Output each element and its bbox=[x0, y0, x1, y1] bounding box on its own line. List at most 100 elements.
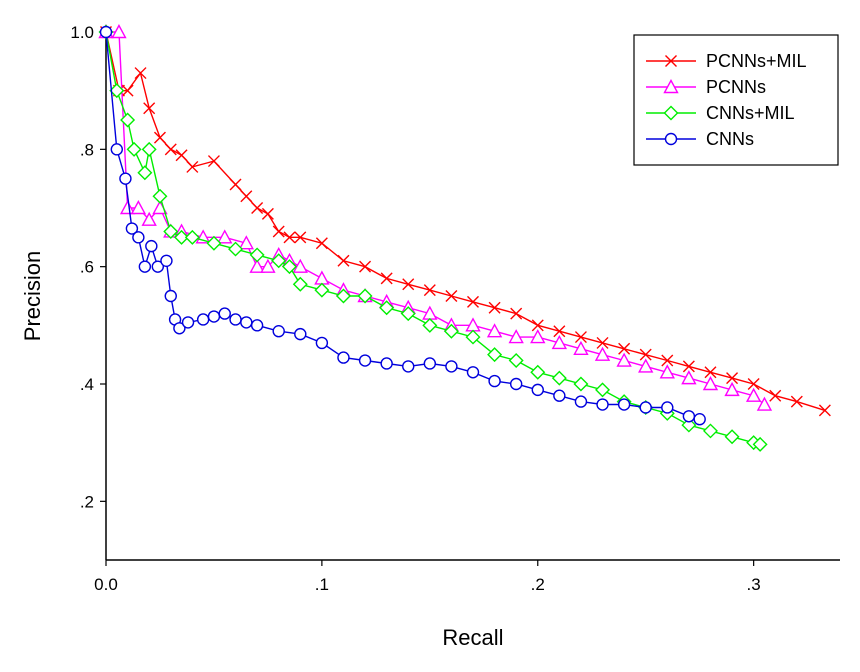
data-point-pcnns-mil bbox=[240, 190, 253, 203]
data-point-pcnns-mil bbox=[574, 331, 587, 344]
data-point-cnns bbox=[110, 143, 123, 156]
data-point-cnns bbox=[196, 313, 210, 326]
data-point-pcnns-mil bbox=[818, 404, 831, 417]
data-point-cnns bbox=[272, 325, 285, 338]
data-point-pcnns bbox=[238, 235, 254, 250]
data-point-pcnns-mil bbox=[121, 84, 134, 97]
data-point-cnns-mil bbox=[752, 436, 768, 452]
data-point-cnns-mil bbox=[137, 165, 153, 181]
data-point-pcnns bbox=[551, 334, 568, 350]
data-point-pcnns bbox=[260, 258, 276, 273]
data-point-pcnns bbox=[745, 387, 762, 402]
data-point-cnns-mil bbox=[400, 306, 416, 322]
data-point-pcnns bbox=[659, 364, 675, 379]
data-point-cnns-mil bbox=[228, 241, 244, 257]
data-point-cnns bbox=[181, 316, 195, 329]
data-point-cnns-mil bbox=[508, 353, 524, 369]
data-point-cnns bbox=[160, 254, 173, 267]
data-point-cnns bbox=[99, 25, 113, 39]
data-point-cnns-mil bbox=[184, 229, 200, 245]
legend-marker-pcnns-mil bbox=[665, 55, 677, 67]
series-layer bbox=[98, 24, 831, 452]
data-point-cnns-mil bbox=[595, 382, 611, 398]
data-point-cnns-mil bbox=[530, 364, 546, 380]
data-point-pcnns-mil bbox=[467, 295, 479, 308]
data-point-pcnns-mil bbox=[337, 254, 350, 267]
data-point-cnns bbox=[531, 383, 544, 397]
data-point-cnns bbox=[661, 401, 674, 414]
data-point-pcnns bbox=[217, 229, 233, 244]
data-point-pcnns bbox=[530, 329, 546, 344]
series-line-cnns bbox=[105, 31, 700, 420]
data-point-pcnns-mil bbox=[283, 231, 296, 244]
data-point-pcnns-mil bbox=[175, 149, 188, 162]
data-point-pcnns-mil bbox=[596, 336, 609, 349]
data-point-pcnns bbox=[681, 370, 697, 385]
data-point-cnns-mil bbox=[282, 259, 297, 275]
data-point-cnns-mil bbox=[152, 188, 168, 204]
data-point-cnns bbox=[445, 360, 458, 373]
data-point-cnns bbox=[125, 222, 139, 235]
data-point-pcnns-mil bbox=[359, 260, 372, 273]
data-point-cnns bbox=[380, 357, 393, 370]
data-point-pcnns-mil bbox=[445, 290, 458, 302]
data-point-cnns-mil bbox=[271, 253, 287, 269]
data-point-cnns-mil bbox=[335, 288, 351, 304]
data-point-cnns-mil bbox=[141, 141, 157, 157]
y-tick-label: .6 bbox=[80, 258, 94, 277]
data-point-cnns bbox=[294, 327, 307, 341]
data-point-pcnns bbox=[724, 381, 740, 397]
data-point-pcnns-mil bbox=[294, 231, 307, 244]
data-point-cnns bbox=[553, 389, 566, 402]
data-point-pcnns-mil bbox=[380, 272, 393, 285]
data-point-pcnns bbox=[249, 258, 265, 273]
data-point-pcnns bbox=[638, 358, 654, 373]
data-point-pcnns bbox=[508, 329, 524, 344]
series-cnns bbox=[99, 25, 706, 426]
y-tick-label: .8 bbox=[80, 140, 94, 159]
x-tick-label: .2 bbox=[531, 575, 545, 594]
data-point-cnns-mil bbox=[249, 247, 265, 263]
data-point-pcnns-mil bbox=[682, 360, 695, 373]
data-point-pcnns-mil bbox=[186, 160, 199, 173]
data-point-cnns bbox=[250, 319, 264, 332]
data-point-cnns bbox=[402, 360, 415, 373]
y-axis-title: Precision bbox=[20, 251, 45, 341]
data-point-cnns-mil bbox=[422, 317, 438, 333]
data-point-cnns bbox=[466, 366, 480, 379]
data-point-cnns bbox=[164, 289, 177, 303]
data-point-pcnns-mil bbox=[790, 395, 803, 408]
data-point-pcnns-mil bbox=[553, 325, 566, 338]
data-point-cnns bbox=[423, 357, 437, 370]
y-tick-label: 1.0 bbox=[70, 23, 94, 42]
data-point-pcnns-mil bbox=[423, 284, 436, 297]
data-point-cnns bbox=[218, 307, 231, 320]
data-point-pcnns bbox=[314, 270, 330, 285]
data-point-pcnns-mil bbox=[488, 301, 501, 314]
data-point-pcnns bbox=[573, 340, 589, 355]
data-point-cnns bbox=[151, 260, 165, 273]
data-point-cnns bbox=[639, 401, 652, 414]
data-point-cnns bbox=[207, 310, 221, 323]
series-cnns-mil bbox=[98, 24, 768, 452]
data-point-pcnns bbox=[702, 376, 719, 391]
data-point-pcnns bbox=[756, 396, 773, 411]
x-tick-label: .3 bbox=[747, 575, 761, 594]
legend-label-pcnns-mil: PCNNs+MIL bbox=[706, 51, 807, 71]
data-point-cnns bbox=[240, 316, 253, 329]
legend: PCNNs+MIL PCNNs CNNs+MIL CNNs bbox=[633, 34, 839, 166]
legend-label-cnns: CNNs bbox=[706, 129, 754, 149]
data-point-cnns bbox=[173, 322, 186, 335]
data-point-pcnns-mil bbox=[207, 155, 220, 168]
data-point-cnns-mil bbox=[724, 429, 740, 445]
data-point-cnns bbox=[617, 398, 631, 411]
x-axis-title: Recall bbox=[442, 625, 503, 650]
data-point-cnns-mil bbox=[174, 229, 190, 245]
data-point-cnns bbox=[682, 410, 696, 423]
data-point-cnns-mil bbox=[206, 235, 222, 251]
data-point-cnns-mil bbox=[551, 370, 567, 386]
data-point-pcnns bbox=[130, 200, 147, 215]
data-point-cnns bbox=[509, 377, 523, 391]
data-point-pcnns bbox=[616, 352, 632, 367]
